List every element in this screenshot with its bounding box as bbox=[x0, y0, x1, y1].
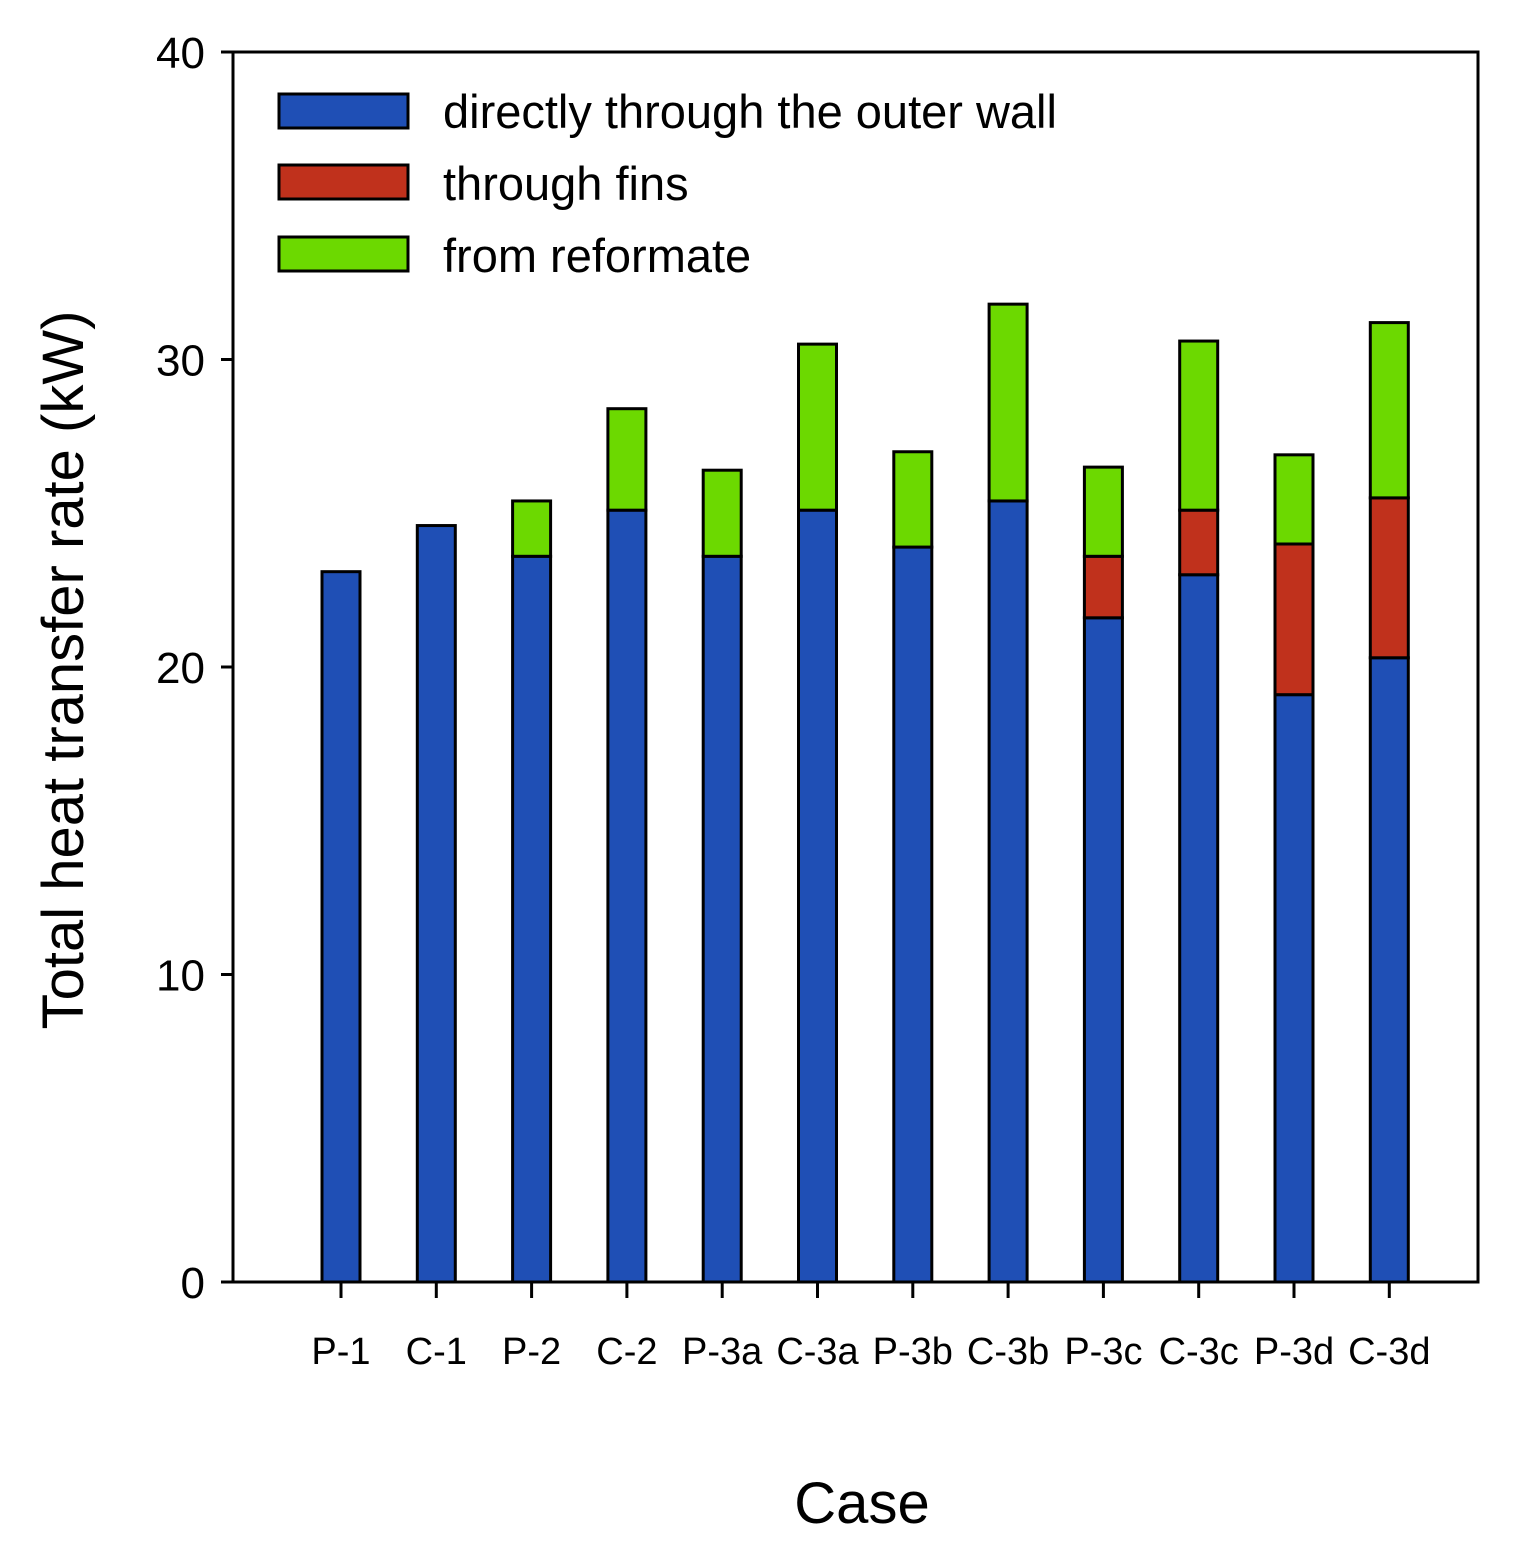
y-tick-label: 30 bbox=[156, 337, 205, 386]
x-tick-label-p-3b: P-3b bbox=[873, 1331, 953, 1373]
legend-swatch-outer-wall bbox=[277, 92, 410, 130]
bar-p-3a-directly-through-the-outer-wall bbox=[701, 554, 743, 1284]
y-axis-ticks: 0 10 20 30 40 bbox=[156, 29, 233, 1308]
x-tick-label-c-1: C-1 bbox=[406, 1331, 467, 1373]
bar-p-3c-directly-through-the-outer-wall bbox=[1082, 616, 1124, 1284]
bar-p-3d-from-reformate bbox=[1273, 453, 1315, 546]
bar-p-3c-through-fins bbox=[1082, 554, 1124, 620]
y-tick-label: 20 bbox=[156, 644, 205, 693]
bar-c-2-from-reformate bbox=[606, 407, 648, 512]
x-tick-label-p-1: P-1 bbox=[311, 1331, 370, 1373]
bar-p-3d-through-fins bbox=[1273, 542, 1315, 697]
bar-p-3a-from-reformate bbox=[701, 468, 743, 558]
x-tick-label-c-2: C-2 bbox=[596, 1331, 657, 1373]
x-tick-label-c-3d: C-3d bbox=[1348, 1331, 1430, 1373]
x-tick-label-c-3c: C-3c bbox=[1159, 1331, 1239, 1373]
x-tick-label-c-3b: C-3b bbox=[967, 1331, 1049, 1373]
bar-c-3d-directly-through-the-outer-wall bbox=[1368, 656, 1410, 1284]
bar-c-2-directly-through-the-outer-wall bbox=[606, 508, 648, 1284]
bar-c-1-directly-through-the-outer-wall bbox=[415, 524, 457, 1284]
y-tick-label: 0 bbox=[181, 1259, 205, 1308]
bar-p-3b-directly-through-the-outer-wall bbox=[892, 545, 934, 1284]
x-axis-title: Case bbox=[794, 1471, 929, 1536]
legend-label-outer-wall: directly through the outer wall bbox=[443, 85, 1057, 138]
x-tick-label-p-3d: P-3d bbox=[1254, 1331, 1334, 1373]
bar-c-3a-from-reformate bbox=[797, 342, 838, 512]
bar-c-3c-through-fins bbox=[1178, 508, 1220, 577]
legend-label-reformate: from reformate bbox=[443, 229, 751, 282]
bar-p-3c-from-reformate bbox=[1082, 465, 1124, 558]
bar-c-3c-from-reformate bbox=[1178, 339, 1220, 512]
legend-swatch-fins bbox=[277, 163, 410, 201]
bar-p-2-from-reformate bbox=[511, 499, 553, 558]
bar-c-3a-directly-through-the-outer-wall bbox=[797, 508, 838, 1284]
legend-label-fins: through fins bbox=[443, 157, 689, 210]
legend-swatch-reformate bbox=[277, 235, 410, 273]
x-tick-label-p-2: P-2 bbox=[502, 1331, 561, 1373]
bar-c-3c-directly-through-the-outer-wall bbox=[1178, 573, 1220, 1284]
x-tick-label-p-3c: P-3c bbox=[1064, 1331, 1142, 1373]
x-axis-ticks: P-1 C-1 P-2 C-2 P-3a C-3a P-3b C-3b P-3c C-3c P-3d… bbox=[311, 1282, 1430, 1373]
bar-p-3d-directly-through-the-outer-wall bbox=[1273, 693, 1315, 1284]
bar-p-2-directly-through-the-outer-wall bbox=[511, 554, 553, 1284]
x-tick-label-c-3a: C-3a bbox=[776, 1331, 859, 1373]
bars bbox=[320, 302, 1410, 1284]
x-tick-label-p-3a: P-3a bbox=[682, 1331, 763, 1373]
bar-c-3b-directly-through-the-outer-wall bbox=[987, 499, 1029, 1284]
y-tick-label: 10 bbox=[156, 952, 205, 1001]
y-axis-title: Total heat transfer rate (kW) bbox=[31, 311, 96, 1030]
y-tick-label: 40 bbox=[156, 29, 205, 78]
bar-c-3d-through-fins bbox=[1368, 496, 1410, 660]
legend: directly through the outer wall through … bbox=[277, 85, 1057, 282]
bar-p-3b-from-reformate bbox=[892, 450, 934, 549]
bar-p-1-directly-through-the-outer-wall bbox=[320, 570, 362, 1284]
bar-c-3b-from-reformate bbox=[987, 302, 1029, 503]
bar-c-3d-from-reformate bbox=[1368, 321, 1410, 500]
